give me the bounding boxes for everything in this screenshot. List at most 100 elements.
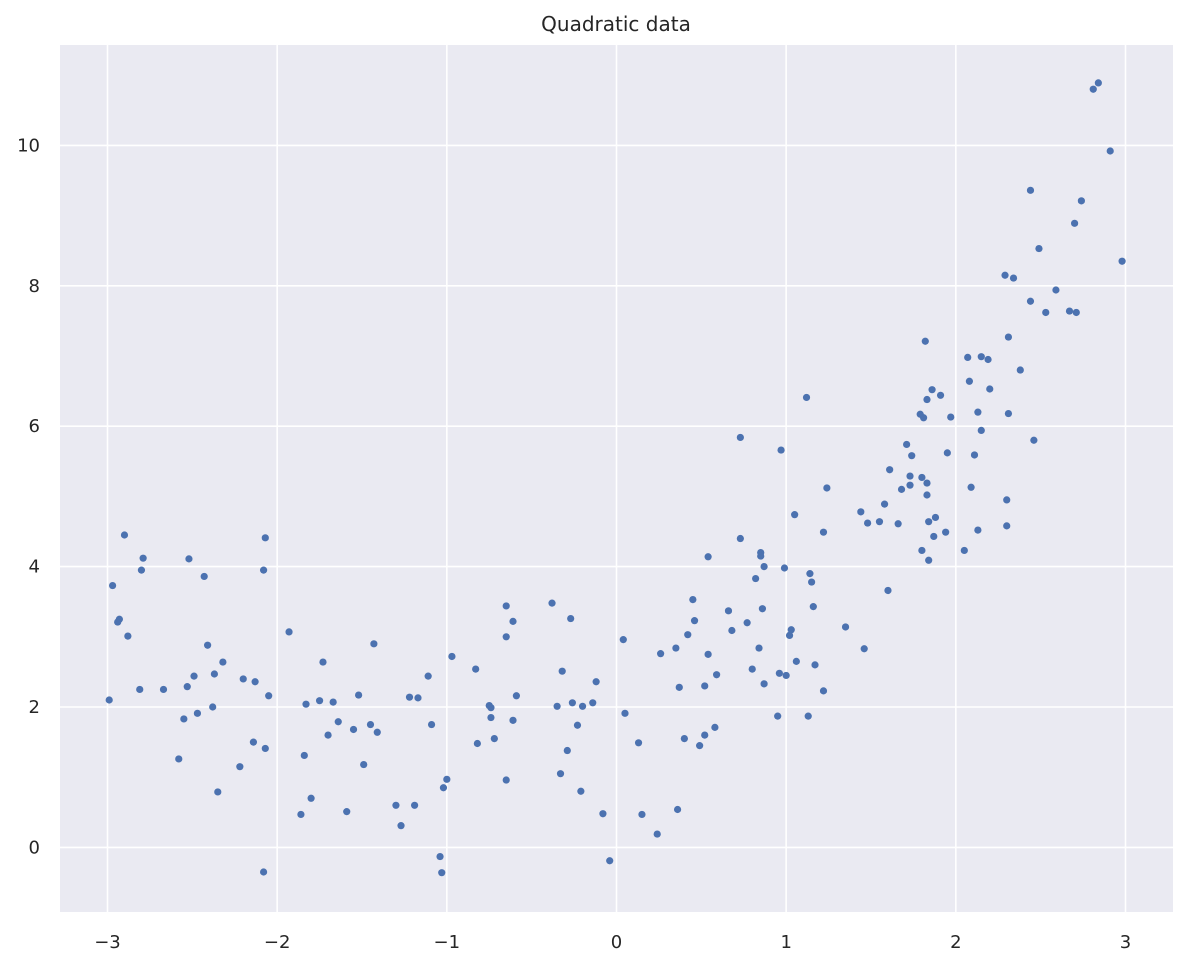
data-point xyxy=(930,532,938,541)
data-point xyxy=(214,788,222,796)
data-point xyxy=(249,738,258,746)
data-point xyxy=(811,661,819,669)
data-point xyxy=(819,687,828,695)
x-tick-label: −2 xyxy=(264,932,291,953)
data-point xyxy=(414,694,422,702)
data-point xyxy=(943,449,951,457)
data-point xyxy=(210,670,218,678)
data-point xyxy=(302,700,310,708)
data-point xyxy=(259,566,268,574)
data-point xyxy=(672,644,680,652)
data-point xyxy=(782,671,790,680)
data-point xyxy=(1004,409,1013,418)
data-point xyxy=(1072,308,1080,317)
data-point xyxy=(921,337,929,345)
data-point xyxy=(696,742,704,750)
data-point xyxy=(704,553,712,561)
data-point xyxy=(548,599,556,607)
data-point xyxy=(1016,366,1024,374)
data-point xyxy=(265,692,273,700)
data-point xyxy=(553,702,561,710)
y-grid-lines xyxy=(60,144,1173,849)
data-point xyxy=(427,720,436,729)
data-point xyxy=(701,731,709,739)
data-point xyxy=(1001,271,1009,279)
data-point xyxy=(792,657,800,665)
data-point xyxy=(115,615,123,623)
data-point xyxy=(190,672,198,680)
data-point xyxy=(599,810,607,818)
data-point xyxy=(908,452,916,460)
data-point xyxy=(185,555,193,563)
data-point xyxy=(758,605,767,613)
data-point xyxy=(689,595,697,604)
data-point xyxy=(573,721,582,729)
data-point xyxy=(193,709,202,717)
data-point xyxy=(261,744,269,753)
data-point xyxy=(690,617,699,625)
data-point xyxy=(349,725,358,734)
data-point xyxy=(424,672,432,680)
data-point xyxy=(300,751,308,760)
data-point xyxy=(1070,219,1079,227)
data-point xyxy=(159,685,168,694)
data-point xyxy=(906,481,914,489)
data-point xyxy=(577,787,585,795)
data-point xyxy=(919,414,928,422)
data-point xyxy=(219,658,227,666)
data-point xyxy=(918,473,926,482)
data-point xyxy=(355,691,363,699)
data-point xyxy=(875,518,884,526)
data-point xyxy=(748,665,756,673)
data-point xyxy=(259,868,268,876)
data-point xyxy=(108,581,117,590)
data-point xyxy=(183,683,191,691)
data-point xyxy=(675,683,683,691)
data-point xyxy=(509,716,517,724)
data-point xyxy=(1003,522,1011,530)
data-point xyxy=(673,805,682,814)
data-point xyxy=(319,658,327,666)
data-point xyxy=(563,746,571,755)
data-point xyxy=(923,479,931,487)
data-point xyxy=(373,728,381,736)
data-point xyxy=(124,632,132,640)
data-point xyxy=(841,623,850,631)
data-point xyxy=(556,770,565,778)
data-point xyxy=(965,377,974,385)
data-point xyxy=(724,607,733,615)
data-point xyxy=(986,385,994,393)
data-point xyxy=(711,723,719,731)
data-point xyxy=(634,739,643,747)
data-point xyxy=(977,353,985,361)
data-point xyxy=(777,446,785,454)
data-point xyxy=(1009,274,1018,282)
data-point xyxy=(757,552,765,560)
data-point xyxy=(251,678,259,686)
data-point xyxy=(621,709,629,717)
data-point xyxy=(175,755,183,763)
data-point xyxy=(860,645,868,653)
data-point xyxy=(925,518,933,526)
chart-title: Quadratic data xyxy=(541,12,691,36)
data-point xyxy=(405,693,414,701)
data-point xyxy=(728,626,736,635)
data-point xyxy=(307,794,315,802)
data-point xyxy=(568,699,576,707)
data-point xyxy=(964,353,972,362)
data-point xyxy=(578,702,587,710)
data-point xyxy=(1026,297,1035,305)
data-point xyxy=(775,669,783,677)
data-point xyxy=(864,519,872,527)
data-point xyxy=(204,641,212,649)
data-point xyxy=(1089,85,1097,93)
data-point xyxy=(487,713,495,722)
data-point xyxy=(931,513,940,522)
data-point xyxy=(1118,257,1126,265)
data-point xyxy=(774,712,782,720)
data-point xyxy=(974,526,982,534)
data-point xyxy=(297,810,305,819)
data-point xyxy=(1042,308,1050,317)
data-point xyxy=(487,704,495,712)
